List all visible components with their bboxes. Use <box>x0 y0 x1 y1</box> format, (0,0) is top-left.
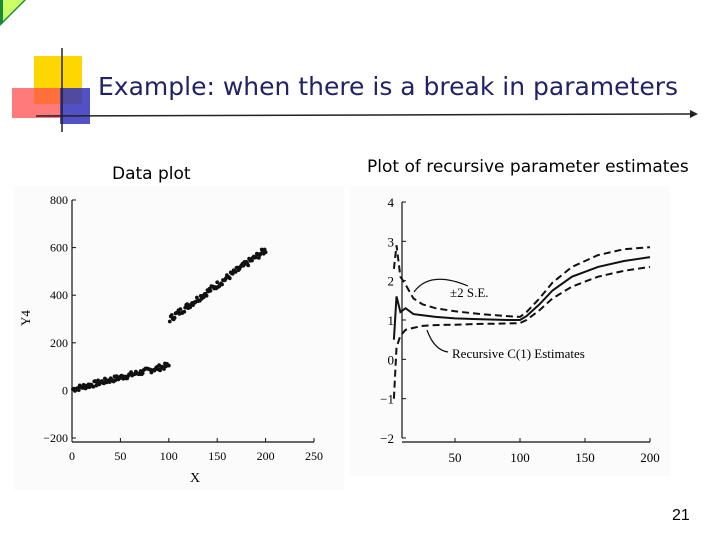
scatter-point <box>172 315 177 320</box>
x-tick-label: 0 <box>69 449 75 463</box>
estimate-pointer-line <box>426 329 449 353</box>
recursive-estimates-chart: −2 −1 0 1 2 3 4 50 100 150 200 ±2 S.E. Recursive C… <box>350 186 670 476</box>
title-underline <box>35 113 691 117</box>
estimate-line <box>392 256 651 340</box>
x-tick-label: 150 <box>208 449 226 463</box>
data-plot-background <box>14 186 344 490</box>
underline-arrow-icon <box>690 110 698 118</box>
scatter-point <box>157 363 162 368</box>
scatter-point <box>140 371 145 376</box>
scatter-point <box>194 295 199 300</box>
y-tick-label: −2 <box>380 431 394 446</box>
page-number: 21 <box>672 507 690 524</box>
y-tick-label: 0 <box>62 383 68 397</box>
corner-triangle-inner-icon <box>3 0 24 21</box>
scatter-point <box>201 295 206 300</box>
slide-title: Example: when there is a break in parame… <box>98 72 679 101</box>
scatter-point <box>215 280 220 285</box>
scatter-point <box>178 307 183 312</box>
logo-blue-square <box>60 88 90 124</box>
y-tick-label: 200 <box>50 336 68 350</box>
scatter-point <box>169 313 174 317</box>
scatter-point <box>254 255 258 260</box>
scatter-point <box>227 276 232 281</box>
scatter-point <box>263 250 268 255</box>
scatter-point <box>204 293 209 298</box>
scatter-point <box>76 388 81 393</box>
scatter-point <box>220 282 224 287</box>
estimates-annotation: Recursive C(1) Estimates <box>452 346 585 361</box>
scatter-point <box>96 378 101 383</box>
y-tick-label: −200 <box>43 431 68 445</box>
scatter-point <box>182 309 187 314</box>
scatter-point <box>258 251 263 256</box>
se-band-line-2 <box>392 265 651 399</box>
y-tick-label: 800 <box>50 193 68 207</box>
y-tick-label: −1 <box>380 392 394 407</box>
x-axis-label: X <box>190 471 200 486</box>
scatter-point <box>162 367 166 371</box>
y-tick-label: 2 <box>388 274 395 289</box>
scatter-point <box>208 288 213 293</box>
x-tick-label: 200 <box>640 450 660 465</box>
scatter-point <box>167 319 172 324</box>
scatter-point <box>80 386 85 390</box>
recursive-plot-caption: Plot of recursive parameter estimates <box>367 157 689 177</box>
y-tick-label: 400 <box>50 288 68 302</box>
x-tick-label: 200 <box>257 449 275 463</box>
y-tick-label: 1 <box>388 313 395 328</box>
x-tick-label: 50 <box>114 449 126 463</box>
scatter-point <box>230 271 235 276</box>
x-tick-label: 100 <box>510 450 530 465</box>
x-tick-label: 150 <box>575 450 595 465</box>
scatter-point <box>233 269 238 274</box>
logo-red-square <box>12 88 62 118</box>
x-tick-label: 50 <box>449 450 462 465</box>
slide-decoration <box>0 0 698 132</box>
y-tick-label: 3 <box>388 234 395 249</box>
se-band-line-1 <box>392 245 651 318</box>
y-axis-label: Y4 <box>18 310 33 326</box>
se-pointer-line <box>413 278 469 293</box>
y-tick-label: 4 <box>388 195 395 210</box>
se-annotation: ±2 S.E. <box>450 285 489 300</box>
scatter-point <box>166 363 171 368</box>
scatter-point <box>246 263 251 268</box>
scatter-point <box>250 258 254 263</box>
y-tick-label: 600 <box>50 241 68 255</box>
y-tick-label: 0 <box>388 352 395 367</box>
recursive-plot-background <box>350 186 670 476</box>
x-tick-label: 250 <box>305 449 323 463</box>
data-plot-caption: Data plot <box>112 164 191 184</box>
x-tick-label: 100 <box>160 449 178 463</box>
scatter-point <box>91 384 96 389</box>
